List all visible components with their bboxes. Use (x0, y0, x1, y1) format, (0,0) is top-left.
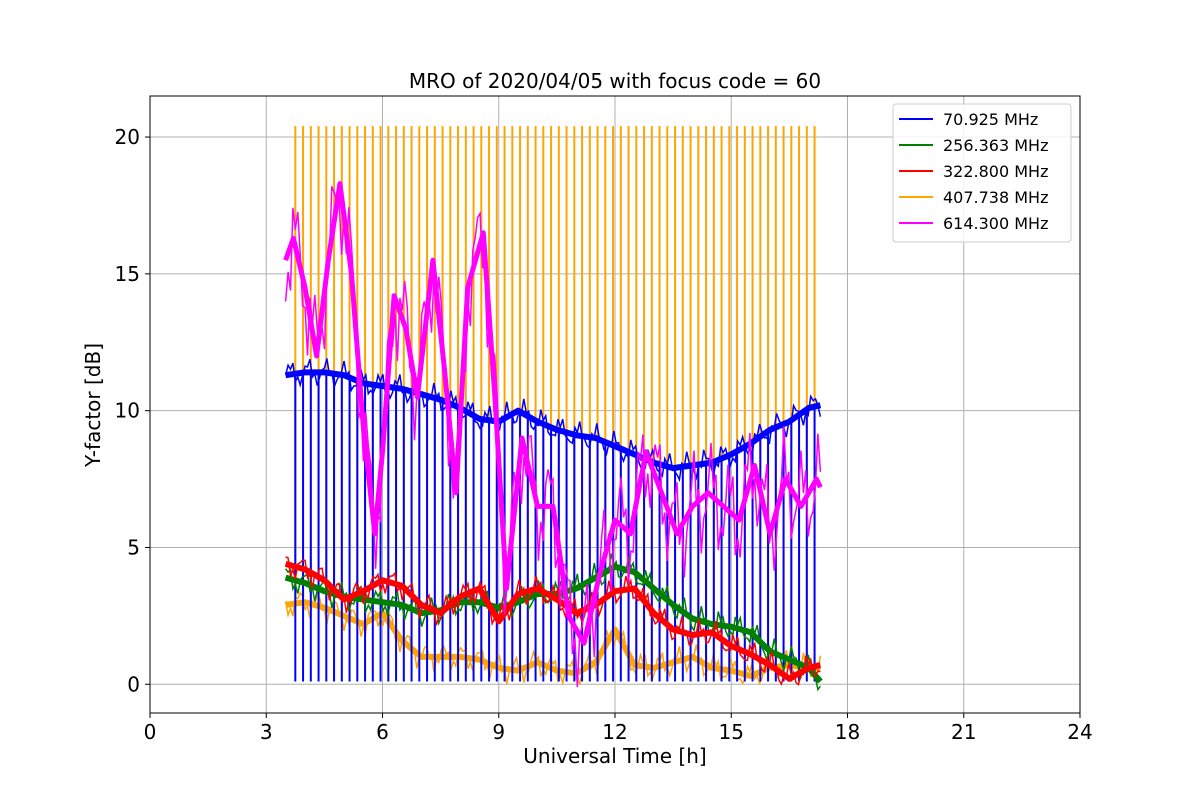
legend-label: 407.738 MHz (943, 188, 1048, 207)
x-tick-label: 15 (719, 720, 744, 744)
x-tick-label: 6 (376, 720, 389, 744)
legend-label: 614.300 MHz (943, 214, 1048, 233)
series-noise (284, 186, 822, 688)
x-tick-label: 24 (1067, 720, 1092, 744)
y-tick-label: 5 (127, 535, 140, 559)
x-tick-label: 0 (144, 720, 157, 744)
series-noise (284, 591, 822, 686)
series-4 (283, 181, 823, 688)
y-tick-label: 15 (115, 262, 140, 286)
legend-label: 70.925 MHz (943, 110, 1038, 129)
series-line (283, 181, 823, 646)
chart-title: MRO of 2020/04/05 with focus code = 60 (409, 69, 821, 93)
x-tick-label: 12 (602, 720, 627, 744)
y-tick-label: 10 (115, 399, 140, 423)
x-tick-label: 18 (835, 720, 860, 744)
y-axis-label: Y-factor [dB] (81, 343, 105, 468)
x-axis-label: Universal Time [h] (523, 744, 706, 768)
legend: 70.925 MHz 256.363 MHz 322.800 MHz 407.7… (892, 103, 1072, 243)
y-tick-label: 20 (115, 125, 140, 149)
x-tick-label: 21 (951, 720, 976, 744)
series-noise (284, 358, 822, 483)
x-tick-label: 3 (260, 720, 273, 744)
legend-label: 322.800 MHz (943, 162, 1048, 181)
series-layer (283, 126, 823, 692)
y-tick-label: 0 (127, 672, 140, 696)
series-line (284, 561, 822, 682)
legend-label: 256.363 MHz (943, 136, 1048, 155)
series-line (284, 563, 823, 684)
series-2 (284, 556, 822, 686)
x-tick-label: 9 (492, 720, 505, 744)
series-noise (285, 556, 821, 686)
legend-box (892, 103, 1072, 243)
series-0 (284, 358, 822, 682)
ticks: 0 3 6 9 12 15 18 21 24 0 5 10 15 20 (115, 125, 1093, 744)
